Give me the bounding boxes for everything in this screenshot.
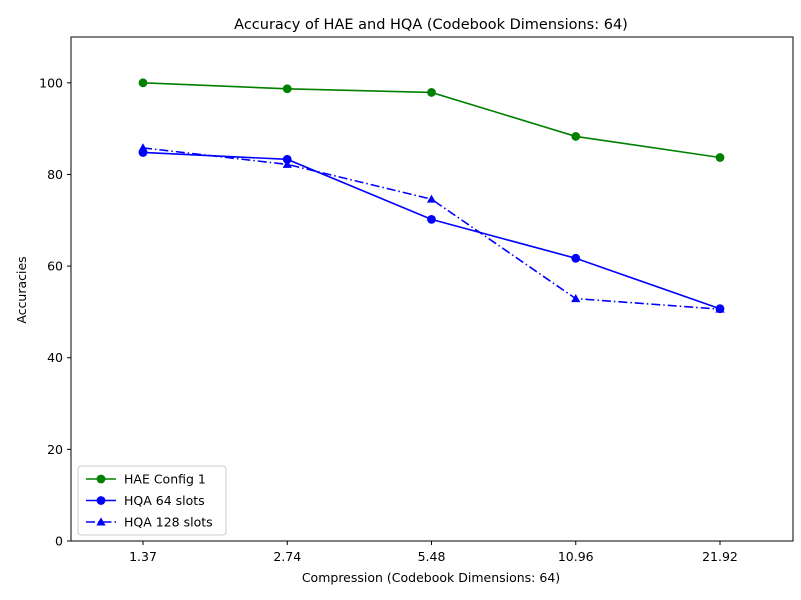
data-point: [138, 78, 148, 88]
data-point: [282, 84, 292, 94]
legend-marker: [96, 496, 106, 505]
data-point: [427, 88, 436, 97]
x-axis-label: Compression (Codebook Dimensions: 64): [302, 570, 560, 585]
data-point: [715, 153, 725, 162]
x-tick-label: 5.48: [418, 549, 446, 564]
data-point: [282, 154, 292, 164]
legend-label: HQA 64 slots: [124, 493, 205, 508]
chart-title: Accuracy of HAE and HQA (Codebook Dimens…: [234, 17, 628, 33]
y-tick-label: 40: [47, 350, 63, 365]
x-tick-label: 10.96: [558, 549, 594, 564]
plot-area: 1.37 2.74 5.48 10.96 21.92 0 20 40 60 80 100: [39, 36, 794, 564]
legend-marker: [96, 517, 106, 526]
data-point: [138, 143, 148, 152]
data-point: [571, 132, 581, 141]
legend-box: [77, 465, 227, 536]
y-tick-label: 80: [47, 167, 63, 182]
x-tick-label: 1.37: [129, 549, 157, 564]
y-tick-label: 20: [47, 442, 63, 457]
data-point: [715, 304, 725, 313]
data-point: [571, 294, 581, 303]
y-tick-label: 60: [47, 259, 63, 274]
data-point: [427, 214, 436, 224]
data-point: [426, 194, 437, 203]
x-tick-label: 2.74: [273, 549, 301, 564]
y-tick-label: 0: [55, 534, 63, 549]
legend-label: HQA 128 slots: [124, 515, 213, 530]
data-point: [571, 253, 581, 263]
y-axis-label: Accuracies: [14, 256, 29, 323]
legend: HAE Config 1 HQA 64 slots HQA 128 slots: [77, 465, 227, 536]
y-tick-label: 100: [39, 75, 63, 90]
x-tick-label: 21.92: [702, 549, 738, 564]
data-point: [282, 159, 292, 168]
legend-label: HAE Config 1: [124, 472, 206, 487]
legend-marker: [96, 474, 106, 484]
